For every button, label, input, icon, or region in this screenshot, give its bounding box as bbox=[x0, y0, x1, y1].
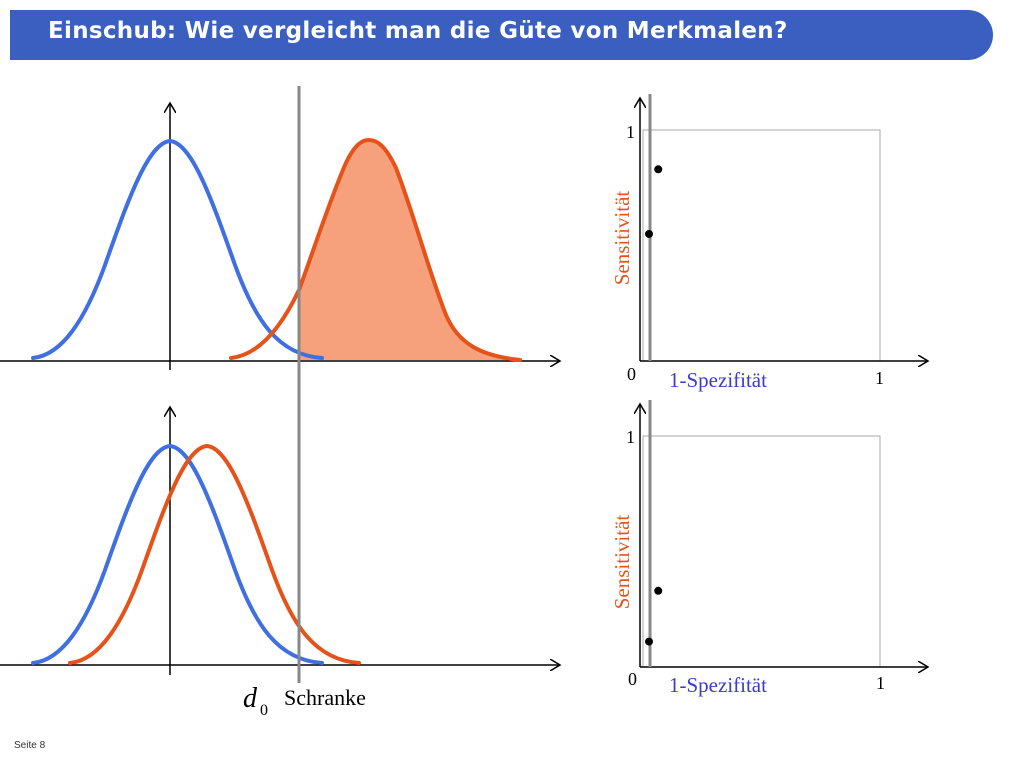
lower-blue-curve bbox=[31, 443, 324, 665]
roc-x-axis-label: 1-Spezifität bbox=[669, 368, 767, 392]
roc-plot-1: 1 0 1 1-Spezifität Sensitivität bbox=[610, 94, 928, 392]
roc-x-end-label: 1 bbox=[876, 673, 885, 693]
title-bar: Einschub: Wie vergleicht man die Güte vo… bbox=[10, 10, 993, 60]
roc-point bbox=[654, 586, 663, 595]
roc-x-end-label: 1 bbox=[875, 368, 884, 388]
roc-y-axis-label: Sensitivität bbox=[610, 515, 634, 610]
roc-origin-label: 0 bbox=[628, 669, 637, 689]
upper-fill-area bbox=[299, 140, 520, 360]
roc-y-end-label: 1 bbox=[626, 122, 635, 142]
threshold-label: Schranke bbox=[284, 685, 366, 710]
roc-origin-label: 0 bbox=[627, 364, 636, 384]
roc-y-axis-label: Sensitivität bbox=[610, 191, 634, 286]
roc-point bbox=[645, 229, 653, 238]
roc-x-axis-label: 1-Spezifität bbox=[669, 673, 767, 697]
lower-orange-curve bbox=[68, 443, 361, 665]
roc-y-end-label: 1 bbox=[626, 427, 635, 447]
upper-blue-curve bbox=[31, 138, 324, 360]
roc-frame bbox=[642, 435, 881, 668]
page-title: Einschub: Wie vergleicht man die Güte vo… bbox=[48, 18, 788, 44]
threshold-subscript: 0 bbox=[260, 702, 268, 719]
roc-point bbox=[645, 637, 653, 646]
roc-plot-2: 1 0 1 1-Spezifität Sensitivität bbox=[610, 400, 928, 697]
roc-point bbox=[654, 165, 663, 174]
threshold-symbol: d bbox=[243, 683, 258, 714]
roc-frame bbox=[642, 129, 881, 362]
page-footer: Seite 8 bbox=[14, 740, 46, 751]
